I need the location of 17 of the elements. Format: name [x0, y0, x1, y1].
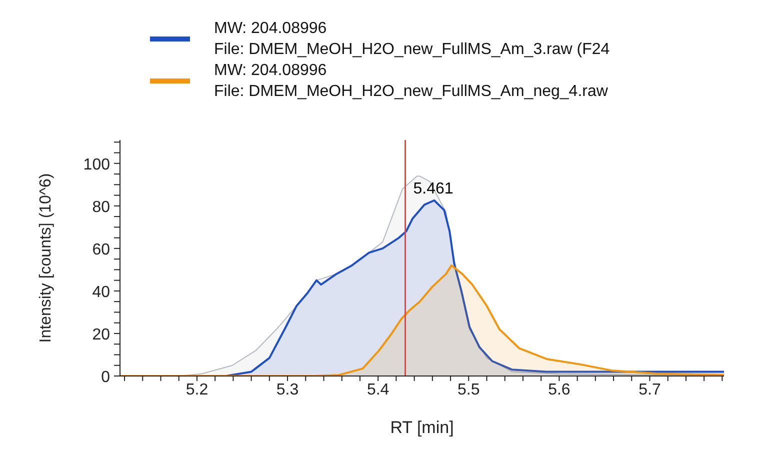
- x-axis-title: RT [min]: [390, 418, 454, 437]
- y-tick-label: 0: [101, 369, 110, 386]
- x-tick-label: 5.3: [276, 381, 299, 398]
- legend-label: MW: 204.08996 File: DMEM_MeOH_H2O_new_FullMS_Am_neg_4.raw: [214, 61, 608, 102]
- annotation: 5.461: [413, 180, 454, 198]
- y-axis-title: Intensity [counts] (10^6): [38, 173, 55, 343]
- y-tick-label: 40: [92, 284, 110, 301]
- y-tick-label: 20: [92, 326, 110, 344]
- x-tick-label: 5.6: [548, 381, 570, 398]
- x-tick-label: 5.7: [638, 381, 661, 398]
- x-tick-label: 5.5: [458, 381, 480, 398]
- y-tick-label: 100: [83, 156, 110, 174]
- x-tick-label: 5.2: [186, 381, 208, 398]
- y-tick-label: 80: [92, 198, 110, 216]
- x-tick-label: 5.4: [366, 381, 390, 398]
- y-tick-label: 60: [92, 241, 110, 258]
- legend-label: MW: 204.08996 File: DMEM_MeOH_H2O_new_FullMS_Am_3.raw (F24: [214, 19, 610, 60]
